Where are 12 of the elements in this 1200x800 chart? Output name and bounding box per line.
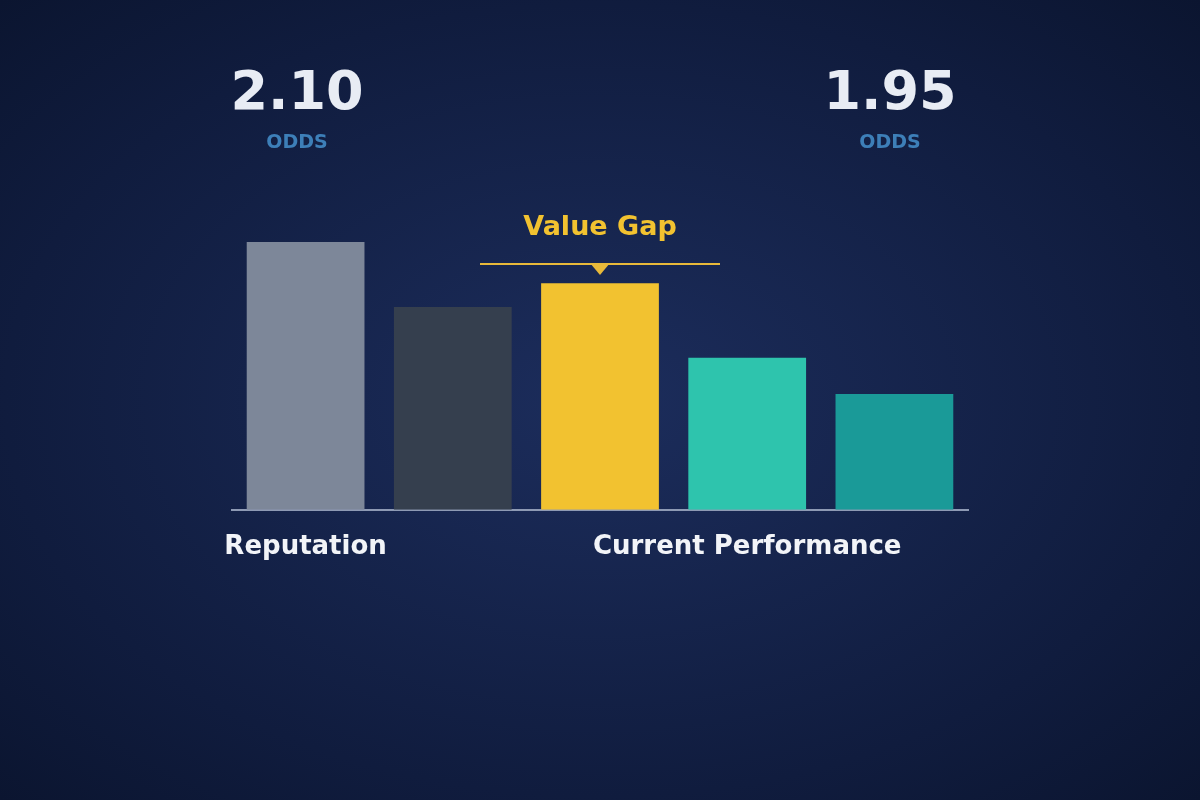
x-tick-label: Current Performance: [592, 530, 902, 561]
bar: [393, 307, 512, 510]
x-tick-label: Reputation: [224, 530, 387, 561]
text: Value Gap: [523, 210, 677, 242]
bar: [246, 242, 365, 510]
text: 2.10: [230, 59, 364, 123]
bar: [688, 357, 807, 510]
bar: [835, 394, 954, 510]
text: ODDS: [859, 129, 921, 152]
text: ODDS: [266, 129, 328, 152]
bar: [541, 283, 659, 510]
text: 1.95: [823, 59, 957, 123]
